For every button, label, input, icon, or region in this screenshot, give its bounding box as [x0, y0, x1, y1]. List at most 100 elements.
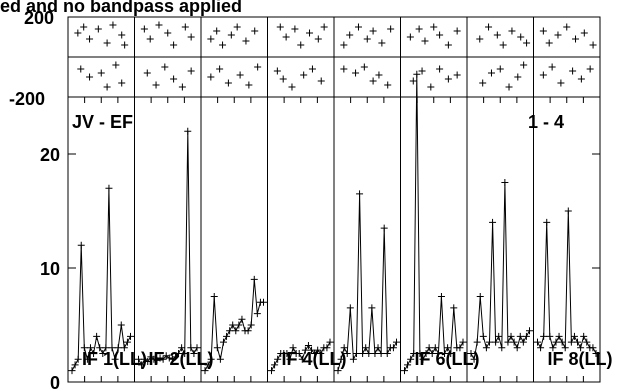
if-label: IF 1(LL) [82, 349, 147, 369]
phase-point [320, 23, 328, 31]
phase-point [444, 75, 452, 83]
amp-point [362, 344, 370, 352]
amp-point [574, 338, 582, 346]
phase-point [487, 69, 495, 77]
phase-point [517, 33, 525, 41]
if-label: IF 6(LL) [415, 349, 480, 369]
amp-point [422, 350, 430, 357]
phase-point [314, 35, 322, 43]
amp-point [570, 332, 578, 340]
amp-point [295, 350, 303, 357]
amp-point [549, 344, 557, 352]
phase-panel [200, 16, 268, 98]
phase-point [224, 79, 232, 87]
phase-panels [67, 16, 601, 98]
phase-point [436, 65, 444, 73]
amp-point [546, 332, 554, 340]
phase-point [409, 77, 417, 85]
amp-point [431, 344, 439, 352]
amp-point [80, 344, 88, 352]
amp-point [371, 350, 379, 357]
amp-point [135, 355, 142, 363]
phase-point [363, 35, 371, 43]
amp-point [419, 355, 427, 363]
phase-point [291, 25, 299, 33]
phase-point [369, 77, 377, 85]
phase-point [577, 75, 585, 83]
amp-point [235, 321, 243, 329]
amp-point [159, 355, 167, 363]
amp-point [583, 338, 591, 346]
amp-point [434, 350, 442, 357]
amp-point [334, 367, 342, 375]
amp-point [105, 184, 113, 192]
phase-panel [67, 16, 135, 98]
phase-point [254, 63, 262, 71]
amp-point [286, 355, 294, 363]
amp-point [467, 350, 475, 357]
phase-tick-top: 200 [24, 8, 54, 28]
if-label: IF 8(LL) [548, 349, 613, 369]
amp-point [283, 350, 291, 357]
phase-point [499, 41, 507, 49]
amp-point [68, 367, 76, 375]
amp-panel: IF 4(LL) [267, 96, 347, 383]
amp-series-line [470, 182, 530, 361]
amp-point [479, 332, 487, 340]
amp-point [77, 241, 85, 249]
amp-point [510, 338, 518, 346]
phase-point [406, 33, 414, 41]
phase-point [279, 75, 287, 83]
amp-point [171, 353, 179, 361]
amp-point [184, 127, 192, 135]
amp-point [374, 344, 382, 352]
amp-point [187, 344, 195, 352]
phase-point [227, 31, 235, 39]
amp-panel: IF 1(LL) [67, 96, 147, 383]
phase-point [112, 61, 120, 69]
amp-point [102, 344, 110, 352]
phase-point [569, 67, 577, 75]
amp-point [165, 354, 173, 362]
phase-point [485, 23, 493, 31]
phase-point [340, 65, 348, 73]
amp-point [495, 332, 503, 340]
plot-title: ed and no bandpass applied [0, 0, 242, 16]
phase-point [523, 39, 531, 47]
polarization-label: 1 - 4 [528, 112, 564, 132]
amp-point [96, 344, 104, 352]
phase-point [496, 65, 504, 73]
phase-panel [400, 16, 468, 98]
amp-point [482, 344, 490, 352]
amp-point [498, 344, 506, 352]
amp-point [74, 355, 82, 363]
phase-point [520, 61, 528, 69]
amp-point [244, 327, 252, 335]
amp-point [561, 344, 569, 352]
amp-point [356, 190, 364, 198]
amp-point [555, 332, 563, 340]
phase-point [418, 67, 426, 75]
phase-point [213, 27, 221, 35]
amp-point [476, 293, 484, 300]
amp-point [365, 350, 373, 357]
amp-point [86, 344, 94, 352]
phase-point [505, 83, 513, 91]
amp-point [123, 338, 131, 346]
phase-point [514, 73, 522, 81]
amp-point [340, 344, 348, 352]
amp-panel-frame [200, 96, 268, 383]
amp-panel [333, 96, 401, 383]
amp-point [352, 350, 360, 357]
phase-point [384, 81, 392, 89]
amp-point [250, 275, 258, 283]
amp-point [304, 342, 312, 350]
amp-point [592, 350, 600, 357]
amp-panel: IF 2(LL) [134, 96, 214, 383]
amp-point [416, 350, 424, 357]
phase-point [152, 81, 160, 89]
amp-point [253, 310, 261, 318]
amp-point [90, 350, 98, 357]
phase-point [118, 79, 126, 87]
phase-point [86, 73, 94, 81]
